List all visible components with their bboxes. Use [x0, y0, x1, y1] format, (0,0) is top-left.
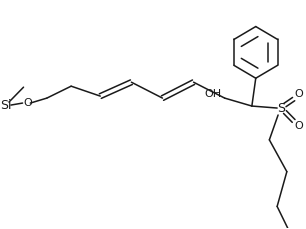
Text: O: O: [23, 98, 32, 108]
Text: S: S: [277, 101, 285, 114]
Text: O: O: [294, 121, 303, 131]
Text: OH: OH: [204, 89, 222, 99]
Text: O: O: [294, 89, 303, 99]
Text: Si: Si: [0, 98, 12, 112]
